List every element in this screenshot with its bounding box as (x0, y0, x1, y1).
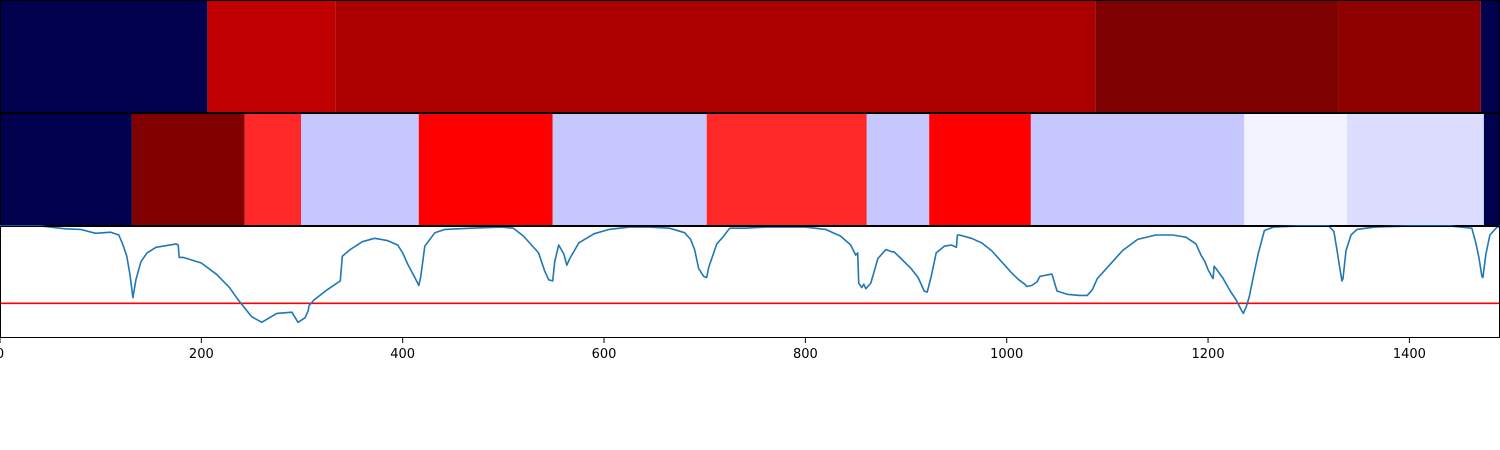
x-tick-label-0: 0 (0, 347, 4, 362)
heatmap-top-cell-0 (0, 0, 208, 113)
x-tick-label-1000: 1000 (990, 347, 1023, 362)
x-tick-label-200: 200 (189, 347, 214, 362)
heatmap-bottom-cell-2 (244, 113, 302, 226)
heatmap-bottom-cell-9 (1030, 113, 1245, 226)
heatmap-bottom-cell-4 (418, 113, 553, 226)
x-tick-label-400: 400 (390, 347, 415, 362)
heatmap-bottom-cell-10 (1244, 113, 1347, 226)
heatmap-bottom (0, 113, 1500, 226)
series-line (0, 225, 1500, 324)
heatmap-top-cell-3 (1095, 0, 1339, 113)
heatmap-bottom-cell-3 (301, 113, 419, 226)
heatmap-top-cell-2 (335, 0, 1096, 113)
x-tick-label-1400: 1400 (1393, 347, 1426, 362)
heatmap-top-cell-5 (1480, 0, 1500, 113)
heatmap-bottom-cell-0 (0, 113, 132, 226)
x-tick-label-1200: 1200 (1192, 347, 1225, 362)
heatmap-bottom-cell-12 (1483, 113, 1500, 226)
heatmap-bottom-cell-1 (131, 113, 245, 226)
heatmap-bottom-cell-6 (706, 113, 867, 226)
heatmap-top-cell-1 (207, 0, 336, 113)
x-axis: 0 200 400 600 800 1000 1200 1400 (0, 338, 1426, 362)
heatmap-bottom-cell-7 (866, 113, 930, 226)
line-panel-background (0, 226, 1500, 338)
heatmap-bottom-cell-11 (1346, 113, 1484, 226)
heatmap-bottom-cell-8 (929, 113, 1031, 226)
x-tick-label-600: 600 (592, 347, 617, 362)
heatmap-bottom-cell-5 (552, 113, 707, 226)
heatmap-top-cell-4 (1338, 0, 1481, 113)
heatmap-top (0, 0, 1500, 113)
line-panel (0, 225, 1500, 338)
x-tick-label-800: 800 (793, 347, 818, 362)
